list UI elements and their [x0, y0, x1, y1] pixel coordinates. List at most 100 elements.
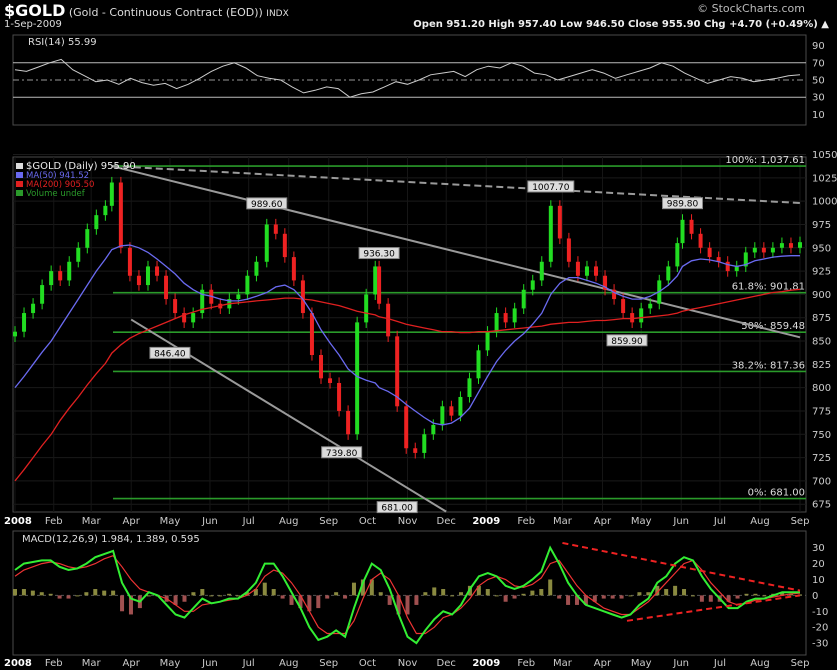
macd-line	[14, 545, 800, 645]
macd-histogram-bar	[13, 589, 17, 596]
macd-tick-label: -30	[812, 639, 828, 650]
price-bar	[85, 229, 90, 248]
macd-histogram-bar	[530, 590, 535, 596]
macd-histogram-bar	[396, 595, 401, 615]
x-axis-label: Jul	[713, 516, 726, 527]
x-axis-label: Jun	[201, 516, 218, 527]
price-tick-label: 750	[812, 430, 831, 441]
price-bar	[707, 247, 712, 258]
price-bar	[395, 336, 400, 407]
price-annotation-box	[149, 346, 191, 359]
macd-histogram-bar	[236, 595, 241, 597]
x-axis-label: Jul	[242, 658, 255, 669]
macd-histogram-bar	[762, 595, 767, 597]
quote-date: 1-Sep-2009	[4, 19, 62, 30]
macd-histogram-bar	[93, 589, 98, 596]
x-axis-label: Feb	[517, 516, 535, 527]
price-bar	[666, 266, 671, 281]
macd-histogram-bar	[39, 592, 44, 596]
price-bar	[155, 266, 160, 276]
exchange: INDX	[266, 9, 289, 19]
x-axis-label: Oct	[359, 516, 376, 527]
macd-histogram-bar	[682, 589, 687, 596]
macd-histogram-bar	[512, 595, 517, 599]
price-annotation-box	[321, 446, 363, 459]
price-bar	[584, 266, 589, 276]
macd-histogram-bar	[316, 595, 321, 609]
rsi-legend: RSI(14) 55.99	[28, 37, 97, 48]
x-axis-label: May	[631, 516, 652, 527]
price-bar	[337, 382, 342, 411]
macd-histogram-bar	[592, 595, 597, 602]
price-legend-swatch	[16, 181, 23, 187]
price-tick-label: 875	[812, 313, 831, 324]
price-annotation-box	[527, 180, 575, 193]
price-annotation: 989.60	[251, 200, 283, 210]
price-bar	[94, 215, 99, 230]
price-tick-label: 950	[812, 243, 831, 254]
x-axis-label: 2009	[472, 516, 500, 527]
price-bar	[118, 182, 123, 248]
price-bar	[521, 289, 526, 309]
price-annotation-box	[246, 197, 288, 210]
macd-histogram-bar	[548, 579, 553, 596]
macd-histogram-bar	[280, 595, 285, 599]
x-axis-label: 2008	[4, 516, 32, 527]
macd-histogram-bar	[583, 595, 588, 605]
macd-histogram-bar	[566, 595, 571, 605]
price-tick-label: 925	[812, 267, 831, 278]
price-bar	[566, 238, 571, 262]
symbol-description: (Gold - Continuous Contract (EOD))	[68, 6, 263, 19]
price-tick-label: 675	[812, 500, 831, 511]
macd-histogram-bar	[690, 595, 695, 597]
x-axis-label: Dec	[437, 516, 456, 527]
macd-histogram-bar	[325, 595, 330, 599]
price-bar	[318, 355, 323, 379]
price-bar	[300, 280, 305, 314]
price-bar	[603, 275, 608, 290]
price-bar	[364, 294, 369, 323]
price-bar	[182, 313, 187, 323]
price-bar	[254, 261, 259, 276]
macd-histogram-bar	[574, 595, 579, 605]
macd-tick-label: -20	[812, 623, 828, 634]
macd-histogram-bar	[120, 595, 125, 612]
macd-histogram-bar	[351, 582, 356, 596]
macd-histogram-bar	[699, 595, 704, 602]
price-tick-label: 725	[812, 453, 831, 464]
price-bar	[539, 261, 544, 281]
macd-histogram-bar	[262, 582, 267, 596]
price-bar	[440, 406, 445, 425]
price-tick-label: 975	[812, 220, 831, 231]
x-axis-label: Jun	[672, 658, 689, 669]
macd-tick-label: 0	[812, 591, 818, 602]
price-bar	[680, 219, 685, 244]
chart-title: $GOLD (Gold - Continuous Contract (EOD))…	[4, 1, 289, 20]
macd-tick-label: 20	[812, 559, 825, 570]
rsi-tick-label: 10	[812, 110, 825, 121]
price-legend-entry: $GOLD (Daily) 955.90	[26, 161, 136, 172]
macd-histogram-bar	[423, 592, 428, 596]
macd-histogram-bar	[646, 592, 651, 596]
price-annotation-box	[662, 197, 704, 210]
price-bar	[548, 205, 553, 262]
macd-histogram-bar	[75, 595, 80, 597]
price-bar	[648, 303, 653, 309]
rsi-line	[14, 58, 801, 98]
price-bar	[788, 243, 793, 248]
x-axis-label: Oct	[359, 658, 376, 669]
x-axis-label: Jul	[242, 516, 255, 527]
price-bar	[386, 303, 391, 337]
x-axis-label: Feb	[517, 658, 535, 669]
price-legend-entry: MA(200) 905.50	[26, 180, 94, 190]
macd-panel-frame	[12, 530, 807, 656]
price-bar	[530, 280, 535, 290]
x-axis-label: Apr	[123, 658, 141, 669]
macd-histogram-bar	[610, 595, 615, 599]
macd-histogram-bar	[307, 595, 312, 612]
macd-histogram-bar	[405, 595, 410, 615]
macd-histogram-bar	[378, 592, 383, 596]
macd-histogram-bar	[102, 590, 107, 596]
price-annotation: 1007.70	[532, 183, 569, 193]
price-bar	[422, 434, 427, 453]
